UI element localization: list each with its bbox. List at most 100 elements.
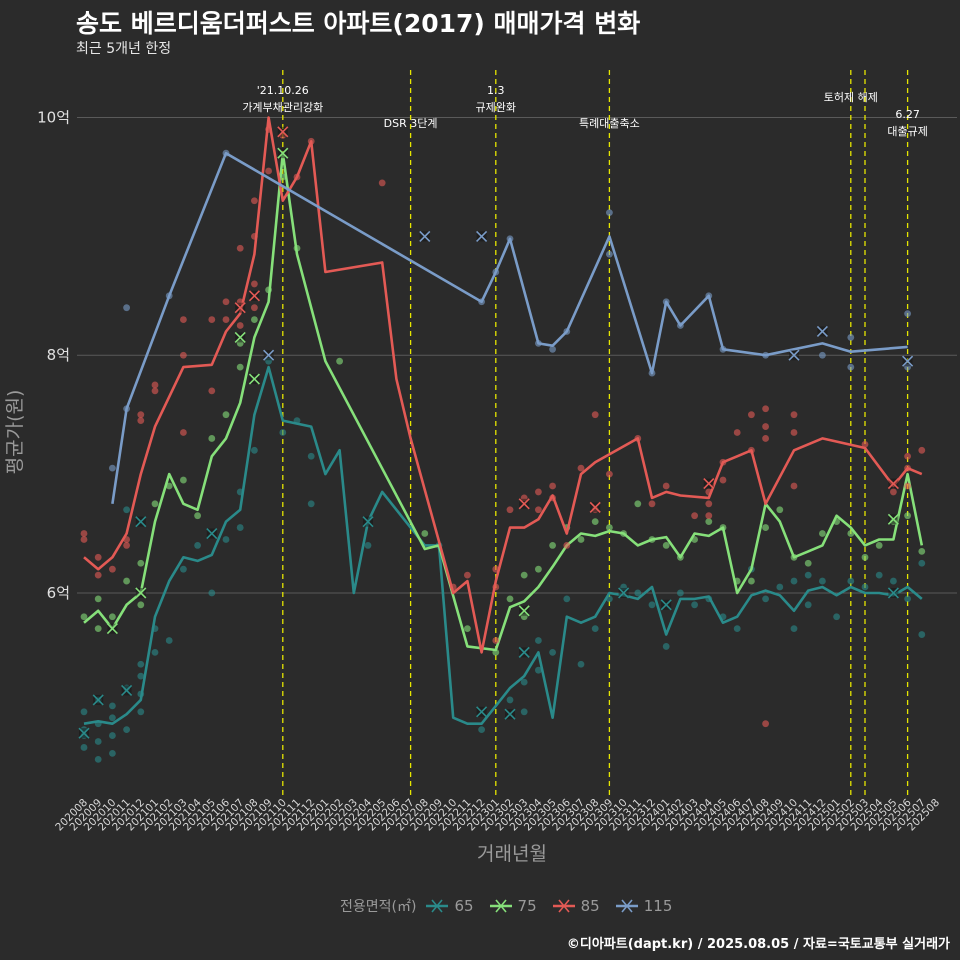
transaction-mark-stroke <box>518 646 530 658</box>
data-point <box>691 512 698 520</box>
transaction-mark <box>504 708 516 720</box>
data-point <box>819 577 826 585</box>
transaction-mark-stroke <box>206 527 218 540</box>
data-point <box>520 494 528 502</box>
transaction-mark-stroke <box>92 694 104 706</box>
data-point <box>378 179 386 187</box>
transaction-mark <box>419 230 431 242</box>
data-point <box>80 744 88 751</box>
data-point <box>520 613 528 621</box>
data-point <box>464 571 471 579</box>
data-point <box>918 559 926 567</box>
data-point <box>194 542 202 549</box>
legend: 전용면적(㎡) 65 75 85 115 <box>340 896 686 916</box>
y-tick-label: 8억 <box>47 346 70 364</box>
data-point <box>307 452 315 460</box>
transaction-mark-stroke <box>135 516 147 528</box>
event-label: DSR 3단계 <box>384 117 438 130</box>
transaction-mark-stroke <box>277 147 289 159</box>
event-label: '21.10.26 <box>257 84 309 97</box>
transaction-mark-stroke <box>902 355 914 367</box>
transaction-mark-stroke <box>618 587 630 599</box>
transaction-mark-stroke <box>263 349 275 361</box>
data-point <box>80 530 88 537</box>
data-point <box>165 637 173 644</box>
data-point <box>137 559 145 567</box>
data-point <box>606 209 613 217</box>
transaction-mark <box>277 147 289 159</box>
transaction-mark <box>518 498 530 510</box>
data-point <box>847 530 855 537</box>
transaction-mark-stroke <box>703 478 715 490</box>
data-point <box>180 429 187 436</box>
data-point <box>535 565 542 573</box>
data-point <box>861 583 869 591</box>
event-label: 토허제 해제 <box>824 90 878 104</box>
data-point <box>591 625 599 633</box>
data-point <box>236 339 244 347</box>
series-115 <box>109 149 914 504</box>
transaction-mark <box>234 302 246 314</box>
event-label: 1.3 <box>487 84 505 97</box>
transaction-mark <box>518 605 530 617</box>
series-75 <box>80 147 926 656</box>
legend-label-85: 85 <box>580 897 600 915</box>
data-point <box>535 506 542 514</box>
data-point <box>790 482 798 490</box>
data-point <box>819 530 826 537</box>
transaction-mark-stroke <box>476 230 488 242</box>
chart-title: 송도 베르디움더퍼스트 아파트(2017) 매매가격 변화 <box>76 9 641 38</box>
data-point <box>790 411 798 419</box>
data-point <box>279 429 287 436</box>
data-point <box>591 518 599 526</box>
data-point <box>819 351 826 359</box>
data-point <box>606 470 613 478</box>
transaction-mark <box>234 331 246 343</box>
data-point <box>904 452 911 460</box>
legend-key-cross <box>558 899 570 913</box>
x-axis-ticks: 2020082020092020102020112020122021012021… <box>53 796 942 833</box>
data-point <box>634 589 642 597</box>
data-point <box>762 423 769 430</box>
data-point <box>563 595 571 603</box>
data-point <box>705 518 713 526</box>
legend-key-75 <box>489 899 512 913</box>
legend-key-65 <box>426 899 449 913</box>
transaction-mark <box>362 516 374 528</box>
data-point <box>94 571 102 579</box>
data-point <box>904 310 911 318</box>
data-point <box>762 524 769 531</box>
data-point <box>662 542 670 549</box>
data-point <box>890 577 897 585</box>
data-point <box>748 411 755 419</box>
transaction-mark-stroke <box>887 513 899 525</box>
data-point <box>890 488 897 496</box>
transaction-mark <box>476 706 488 718</box>
data-point <box>109 464 116 472</box>
legend-label-75: 75 <box>517 897 537 915</box>
transaction-mark-stroke <box>518 498 530 510</box>
data-point <box>137 672 145 680</box>
data-point <box>94 738 102 745</box>
transaction-mark <box>816 325 828 338</box>
data-point <box>151 648 159 656</box>
data-point <box>776 583 784 591</box>
data-point <box>804 559 812 567</box>
data-point <box>236 322 244 329</box>
data-point <box>492 637 500 644</box>
data-point <box>251 280 258 288</box>
transaction-mark-stroke <box>234 331 246 343</box>
data-point <box>251 316 258 323</box>
transaction-mark-stroke <box>476 706 488 718</box>
data-point <box>208 316 216 323</box>
data-point <box>549 542 556 549</box>
transaction-mark <box>78 727 90 739</box>
transaction-mark <box>135 516 147 528</box>
data-point <box>180 351 187 359</box>
data-point <box>705 500 713 508</box>
transaction-mark-stroke <box>121 684 133 696</box>
series-line-85 <box>83 116 923 654</box>
data-point <box>222 298 230 306</box>
y-axis-title: 평균가(원) <box>4 390 26 475</box>
